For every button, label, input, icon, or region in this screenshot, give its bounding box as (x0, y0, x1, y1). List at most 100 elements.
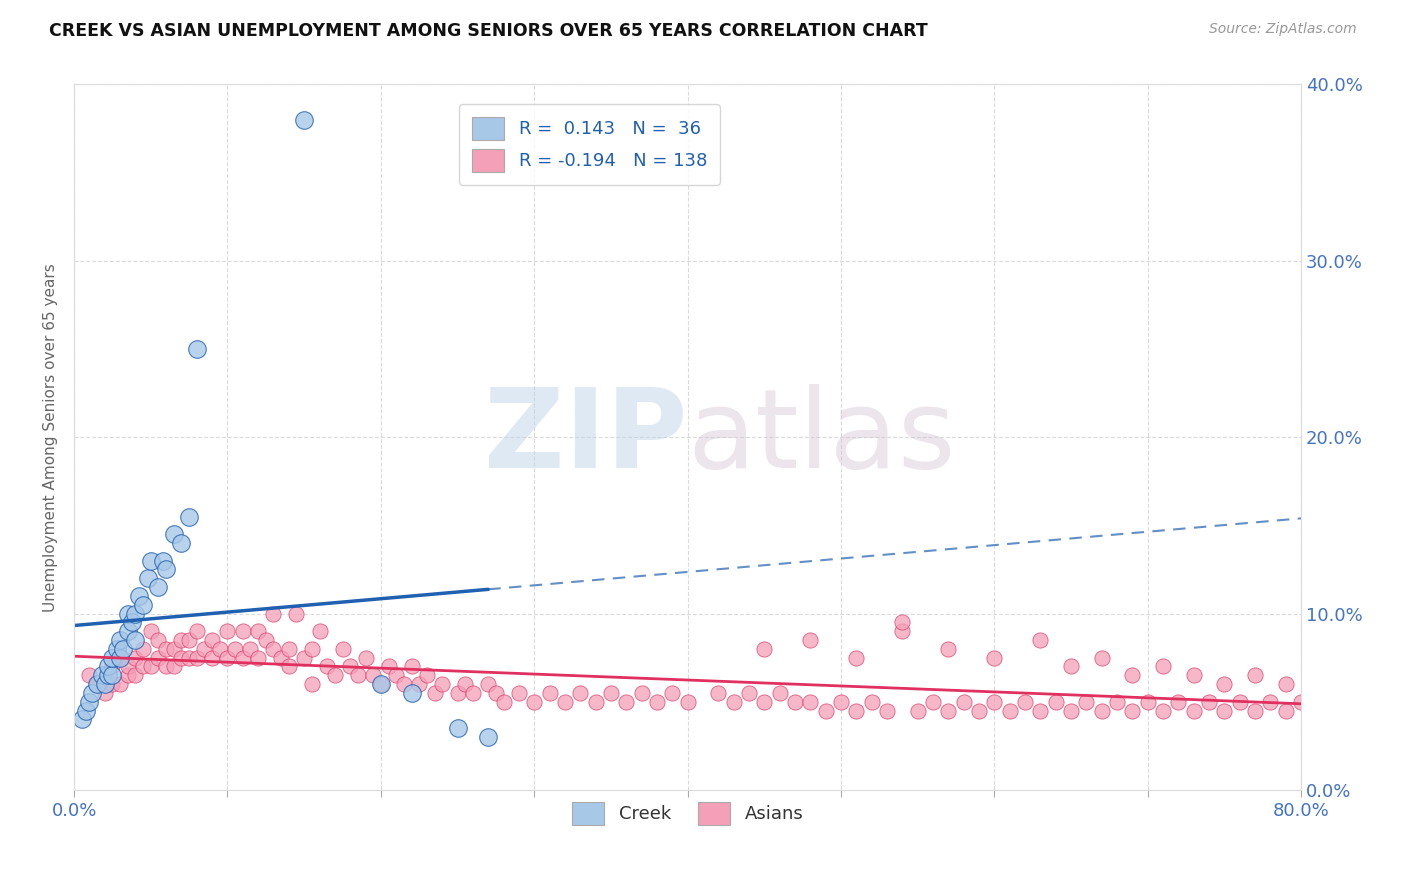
Point (186, 624, 208, 639)
Point (385, 668, 408, 682)
Point (876, 704, 898, 718)
Point (112, 641, 135, 656)
Point (1182, 668, 1205, 682)
Point (891, 624, 914, 639)
Point (82, 686, 104, 700)
Point (139, 624, 162, 639)
Point (1260, 695, 1282, 709)
Point (163, 641, 186, 656)
Point (967, 704, 990, 718)
Point (101, 668, 124, 682)
Point (101, 659, 124, 673)
Point (845, 704, 868, 718)
Point (1182, 704, 1205, 718)
Point (423, 686, 446, 700)
Point (347, 668, 370, 682)
Point (1060, 704, 1083, 718)
Point (1198, 695, 1220, 709)
Point (938, 704, 960, 718)
Point (148, 580, 170, 594)
Text: CREEK VS ASIAN UNEMPLOYMENT AMONG SENIORS OVER 65 YEARS CORRELATION CHART: CREEK VS ASIAN UNEMPLOYMENT AMONG SENIOR… (49, 22, 928, 40)
Point (1136, 695, 1159, 709)
Point (124, 668, 146, 682)
Point (769, 686, 792, 700)
Point (1289, 695, 1312, 709)
Point (1213, 704, 1236, 718)
Point (538, 686, 561, 700)
Point (952, 695, 974, 709)
Point (247, 624, 270, 639)
Point (155, 659, 177, 673)
Point (124, 632, 146, 647)
Point (600, 686, 623, 700)
Point (1244, 704, 1267, 718)
Point (477, 677, 499, 691)
Point (247, 650, 270, 665)
Point (814, 704, 837, 718)
Text: ZIP: ZIP (484, 384, 688, 491)
Point (446, 721, 468, 735)
Point (461, 686, 484, 700)
Point (661, 686, 683, 700)
Point (1091, 650, 1114, 665)
Point (1121, 668, 1143, 682)
Point (1076, 695, 1098, 709)
Point (208, 641, 231, 656)
Point (148, 650, 170, 665)
Legend: Creek, Asians: Creek, Asians (562, 792, 813, 834)
Text: Source: ZipAtlas.com: Source: ZipAtlas.com (1209, 22, 1357, 37)
Point (754, 641, 776, 656)
Point (132, 659, 155, 673)
Point (170, 650, 193, 665)
Y-axis label: Unemployment Among Seniors over 65 years: Unemployment Among Seniors over 65 years (44, 263, 58, 612)
Point (86, 677, 108, 691)
Point (232, 624, 254, 639)
Point (179, 509, 201, 524)
Point (432, 677, 454, 691)
Point (117, 624, 139, 639)
Point (292, 650, 315, 665)
Point (152, 554, 174, 568)
Point (1029, 704, 1052, 718)
Point (97, 668, 120, 682)
Point (392, 677, 415, 691)
Point (585, 695, 607, 709)
Point (217, 650, 239, 665)
Point (193, 641, 215, 656)
Point (148, 632, 170, 647)
Point (263, 607, 285, 621)
Point (723, 695, 745, 709)
Point (554, 695, 576, 709)
Point (645, 695, 668, 709)
Point (614, 695, 637, 709)
Point (1152, 704, 1174, 718)
Point (263, 641, 285, 656)
Point (97, 659, 120, 673)
Point (239, 641, 262, 656)
Point (738, 686, 761, 700)
Point (124, 607, 146, 621)
Point (1060, 659, 1083, 673)
Point (108, 632, 131, 647)
Point (323, 668, 346, 682)
Point (254, 632, 277, 647)
Point (492, 695, 515, 709)
Point (79, 668, 101, 682)
Point (128, 589, 150, 603)
Point (454, 677, 477, 691)
Point (783, 695, 806, 709)
Point (446, 686, 468, 700)
Point (139, 554, 162, 568)
Point (799, 695, 821, 709)
Point (830, 695, 852, 709)
Point (132, 641, 155, 656)
Point (630, 686, 652, 700)
Point (179, 632, 201, 647)
Point (70, 712, 93, 726)
Point (1121, 704, 1143, 718)
Point (301, 677, 323, 691)
Point (117, 659, 139, 673)
Point (108, 650, 131, 665)
Point (108, 650, 131, 665)
Point (860, 695, 883, 709)
